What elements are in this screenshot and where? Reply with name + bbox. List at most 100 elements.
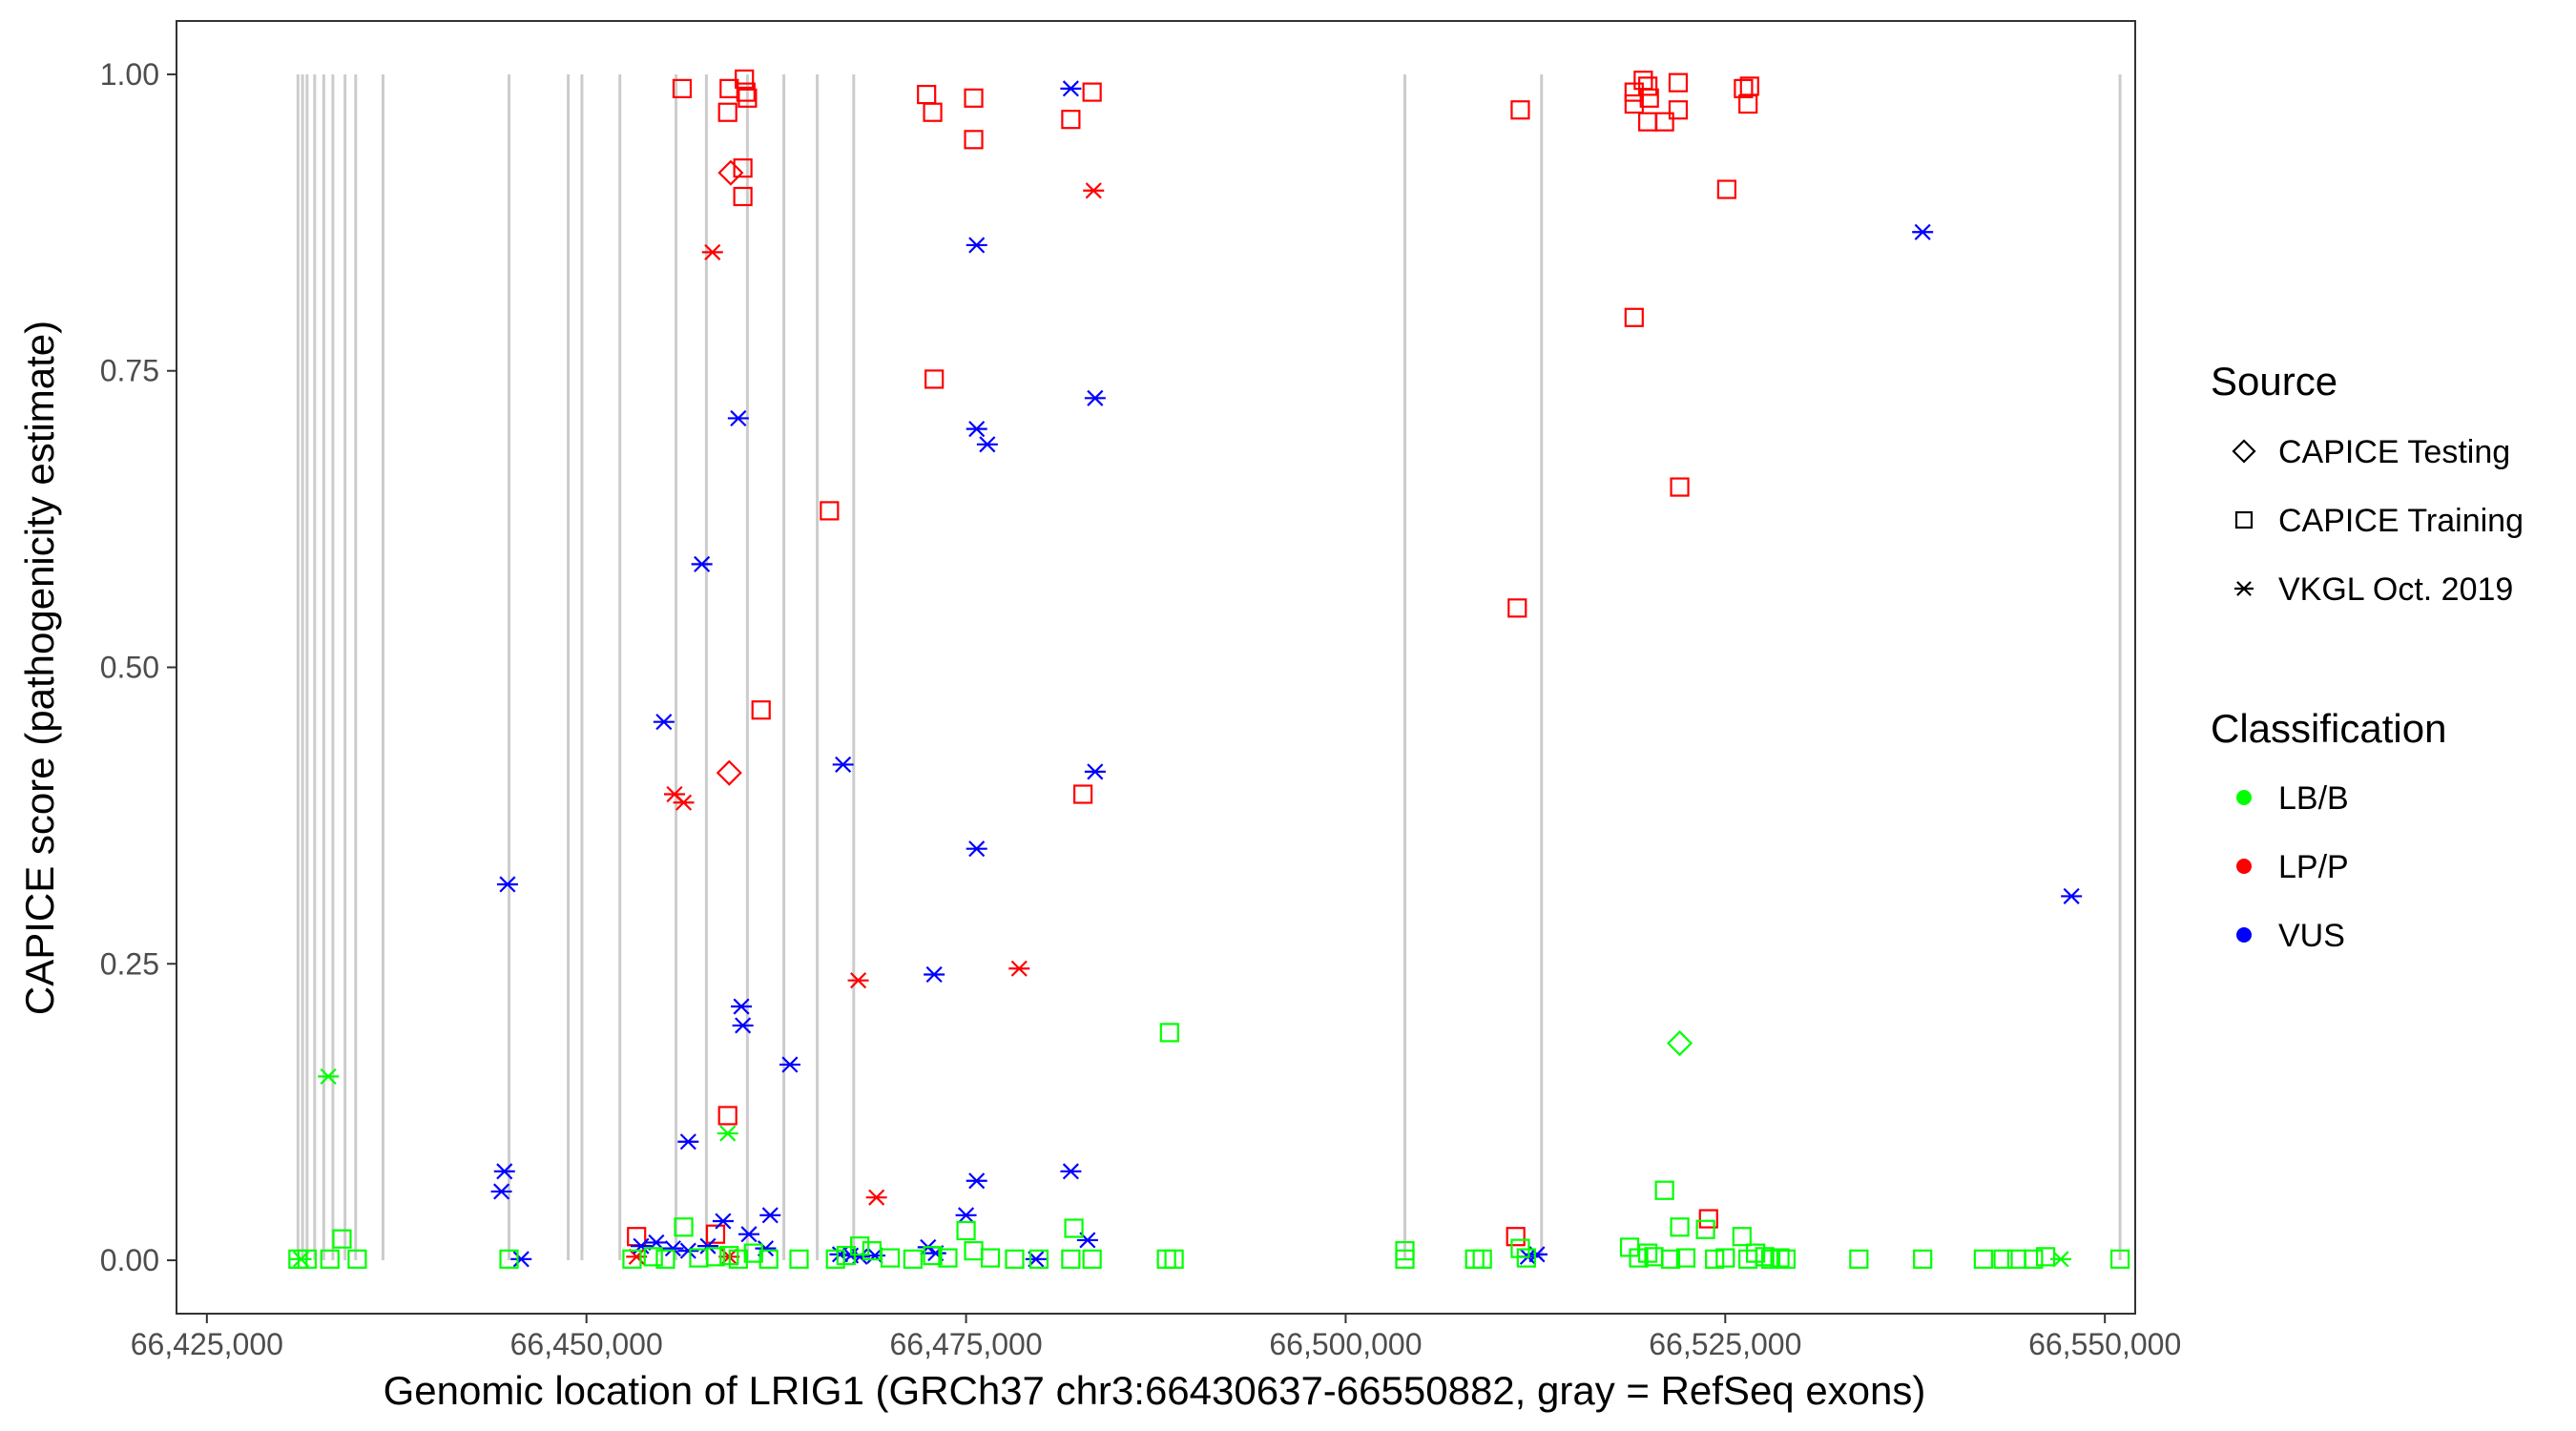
data-point-square-lp-p (733, 158, 753, 178)
data-point-asterisk-vus (677, 1242, 699, 1259)
data-point-square-lb-b (743, 1243, 763, 1263)
data-point-square-lb-b (655, 1249, 675, 1269)
data-point-square-lb-b (1755, 1247, 1775, 1267)
data-point-square-lb-b (1732, 1227, 1752, 1247)
data-point-square-lb-b (1159, 1023, 1179, 1043)
data-point-square-lp-p (717, 1106, 737, 1126)
data-point-square-lp-p (1698, 1209, 1718, 1229)
data-point-square-lp-p (1506, 1227, 1526, 1247)
data-point-asterisk-vus (662, 1240, 684, 1257)
x-tick-label: 66,425,000 (131, 1327, 283, 1361)
x-tick-label: 66,500,000 (1269, 1327, 1422, 1361)
data-point-square-lb-b (1028, 1249, 1049, 1269)
legend-source-items: CAPICE Testing CAPICE Training VKGL Oct. 2… (2232, 434, 2524, 608)
data-point-square-lb-b (1516, 1248, 1536, 1268)
data-point-square-lb-b (1064, 1218, 1084, 1238)
data-point-square-lb-b (1715, 1248, 1735, 1268)
data-point-square-lp-p (1624, 93, 1644, 114)
legend-source-label: CAPICE Training (2278, 503, 2524, 539)
data-point-asterisk-vus (966, 840, 987, 858)
data-point-square-lp-p (1738, 93, 1758, 114)
data-point-square-lb-b (674, 1217, 694, 1237)
data-point-square-lb-b (923, 1245, 943, 1266)
data-point-square-lb-b (643, 1247, 663, 1267)
data-point-asterisk-vus (759, 1207, 781, 1224)
x-tick-label: 66,475,000 (889, 1327, 1042, 1361)
data-point-asterisk-vus (731, 998, 753, 1015)
data-point-asterisk-lp-p (1008, 960, 1030, 977)
data-point-square-lp-p (735, 69, 755, 90)
data-point-diamond-lp-p (716, 759, 742, 786)
data-point-asterisk-vus (955, 1207, 977, 1224)
data-point-square-lp-p (1624, 307, 1644, 327)
data-point-square-lb-b (499, 1249, 519, 1269)
data-point-square-lp-p (964, 88, 984, 108)
legend-classification-label: LP/P (2278, 849, 2349, 885)
data-point-square-lp-p (1654, 112, 1674, 132)
data-point-square-lb-b (705, 1247, 726, 1267)
data-point-square-lb-b (938, 1248, 958, 1268)
data-point-square-lb-b (825, 1249, 845, 1269)
data-point-square-lb-b (1061, 1249, 1081, 1269)
data-point-asterisk-vus (677, 1133, 699, 1151)
data-points (288, 69, 2130, 1269)
y-tick-label: 0.25 (100, 946, 159, 981)
data-point-square-lb-b (850, 1236, 870, 1256)
data-point-square-lb-b (880, 1248, 901, 1268)
y-tick-label: 0.75 (100, 354, 159, 388)
data-point-square-lb-b (1472, 1249, 1492, 1269)
y-axis-label: CAPICE score (pathogenicity estimate) (17, 321, 62, 1015)
data-point-square-lp-p (1082, 82, 1102, 102)
legend-classification-items: LB/B LP/P VUS (2236, 780, 2349, 954)
data-point-square-lp-p (923, 102, 943, 122)
data-point-square-lb-b (789, 1249, 809, 1269)
data-point-square-lb-b (1973, 1249, 1993, 1269)
data-point-asterisk-vus (712, 1213, 734, 1230)
data-point-asterisk-vus (832, 756, 854, 773)
data-point-square-lp-p (1510, 100, 1530, 120)
data-point-square-lp-p (737, 88, 758, 108)
data-point-asterisk-vus (779, 1056, 800, 1073)
data-point-square-lb-b (1675, 1248, 1696, 1268)
data-point-square-lp-p (672, 78, 693, 98)
data-point-asterisk-lb-b (318, 1068, 340, 1085)
data-point-square-lb-b (903, 1249, 923, 1269)
legend-source-title: Source (2211, 359, 2337, 404)
data-point-square-lb-b (347, 1249, 367, 1269)
data-point-square-lp-p (736, 82, 756, 102)
data-point-diamond-lb-b (1667, 1030, 1693, 1057)
data-point-asterisk-vus (1060, 1163, 1082, 1180)
legend-key-vus (2236, 927, 2252, 943)
data-point-square-lp-p (1061, 110, 1081, 130)
data-point-square-lb-b (980, 1248, 1001, 1268)
data-point-square-lb-b (1770, 1248, 1790, 1268)
y-tick-label: 0.00 (100, 1243, 159, 1277)
data-point-square-lb-b (1849, 1249, 1869, 1269)
data-point-square-lp-p (1073, 784, 1093, 804)
data-point-square-lp-p (1638, 76, 1658, 96)
data-point-square-lb-b (320, 1249, 340, 1269)
data-point-square-lp-p (924, 369, 945, 389)
data-point-diamond-lp-p (717, 159, 744, 186)
data-point-square-lb-b (1660, 1249, 1681, 1269)
legend-classification-label: LB/B (2278, 780, 2349, 817)
data-point-square-lp-p (705, 1224, 726, 1244)
data-point-square-lb-b (1164, 1249, 1184, 1269)
y-tick-label: 1.00 (100, 57, 159, 92)
data-point-square-lp-p (820, 501, 840, 521)
data-point-asterisk-vus (732, 1017, 754, 1034)
data-point-square-lp-p (717, 102, 737, 122)
legend-classification-label: VUS (2278, 918, 2345, 954)
data-point-square-lb-b (297, 1249, 317, 1269)
data-point-asterisk-vus (966, 1172, 987, 1190)
legend-key-lb-b (2236, 790, 2252, 805)
data-point-square-lb-b (332, 1229, 352, 1249)
data-point-asterisk-lp-p (1083, 182, 1105, 199)
x-tick-label: 66,525,000 (1649, 1327, 1801, 1361)
data-point-asterisk-vus (697, 1237, 719, 1255)
data-point-asterisk-lp-p (701, 243, 723, 260)
data-point-asterisk-vus (737, 1226, 759, 1243)
exon-lines (296, 73, 2122, 1261)
